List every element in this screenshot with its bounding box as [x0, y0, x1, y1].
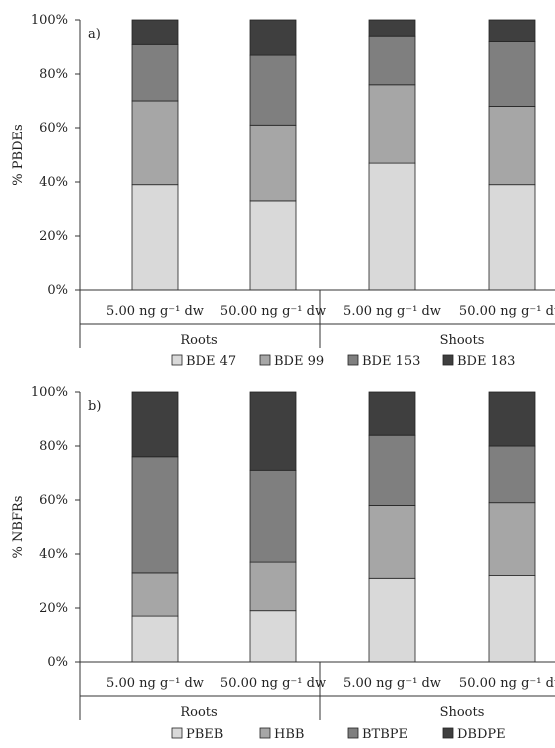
x-group-label: Roots	[180, 333, 217, 348]
bar-segment-bde-153-cat-1	[249, 54, 297, 126]
y-tick-label: 20%	[39, 229, 68, 244]
y-tick-label: 100%	[31, 385, 68, 400]
legend-swatch	[442, 727, 454, 739]
y-tick-label: 40%	[39, 175, 68, 190]
x-category-label: 5.00 ng g⁻¹ dw	[343, 304, 441, 319]
bar-segment-dbdpe-cat-3	[488, 391, 536, 447]
x-group-label: Shoots	[440, 333, 485, 348]
x-category-label: 50.00 ng g⁻¹ dw	[220, 304, 326, 319]
bar-segment-bde-99-cat-1	[249, 124, 297, 202]
bar-segment-pbeb-cat-2	[368, 577, 416, 663]
legend-swatch	[347, 727, 359, 739]
bar-segment-bde-183-cat-0	[131, 19, 179, 45]
legend-label: BDE 153	[362, 354, 420, 369]
x-category-label: 5.00 ng g⁻¹ dw	[343, 676, 441, 691]
legend-swatch	[259, 354, 271, 366]
y-tick-label: 0%	[47, 655, 68, 670]
legend-swatch	[259, 727, 271, 739]
bar-segment-dbdpe-cat-2	[368, 391, 416, 436]
bar-segment-bde-99-cat-3	[488, 106, 536, 186]
bar-segment-bde-99-cat-2	[368, 84, 416, 164]
legend-label: DBDPE	[457, 727, 506, 742]
bar-segment-btbpe-cat-2	[368, 434, 416, 506]
bar-segment-bde-47-cat-0	[131, 184, 179, 291]
y-tick-label: 20%	[39, 601, 68, 616]
y-axis-title: % PBDEs	[11, 124, 26, 185]
legend-label: PBEB	[186, 727, 223, 742]
y-tick-label: 0%	[47, 283, 68, 298]
y-tick-label: 60%	[39, 493, 68, 508]
y-tick-label: 40%	[39, 547, 68, 562]
x-category-label: 50.00 ng g⁻¹ dw	[459, 676, 555, 691]
legend-label: BDE 47	[186, 354, 236, 369]
x-category-label: 50.00 ng g⁻¹ dw	[459, 304, 555, 319]
x-group-label: Roots	[180, 705, 217, 720]
bar-segment-dbdpe-cat-1	[249, 391, 297, 471]
x-category-label: 5.00 ng g⁻¹ dw	[106, 676, 204, 691]
bar-segment-btbpe-cat-1	[249, 469, 297, 563]
bar-segment-pbeb-cat-3	[488, 575, 536, 663]
y-tick-label: 80%	[39, 67, 68, 82]
bar-segment-bde-47-cat-2	[368, 162, 416, 291]
bar-segment-bde-153-cat-0	[131, 43, 179, 102]
bar-segment-bde-183-cat-1	[249, 19, 297, 56]
panel-label: a)	[88, 27, 101, 42]
x-category-label: 50.00 ng g⁻¹ dw	[220, 676, 326, 691]
x-category-label: 5.00 ng g⁻¹ dw	[106, 304, 204, 319]
legend-swatch	[442, 354, 454, 366]
bar-segment-dbdpe-cat-0	[131, 391, 179, 458]
bar-segment-hbb-cat-2	[368, 504, 416, 579]
legend-label: HBB	[274, 727, 304, 742]
y-tick-label: 80%	[39, 439, 68, 454]
legend-label: BDE 183	[457, 354, 515, 369]
legend-swatch	[347, 354, 359, 366]
bar-segment-pbeb-cat-1	[249, 610, 297, 663]
bar-segment-bde-153-cat-3	[488, 41, 536, 107]
bar-segment-bde-47-cat-1	[249, 200, 297, 291]
legend-label: BTBPE	[362, 727, 408, 742]
y-axis-title: % NBFRs	[11, 496, 26, 559]
bar-segment-pbeb-cat-0	[131, 615, 179, 663]
y-tick-label: 60%	[39, 121, 68, 136]
bar-segment-bde-99-cat-0	[131, 100, 179, 186]
bar-segment-bde-183-cat-2	[368, 19, 416, 37]
bar-segment-hbb-cat-0	[131, 572, 179, 617]
x-group-label: Shoots	[440, 705, 485, 720]
legend-swatch	[171, 354, 183, 366]
bar-segment-bde-183-cat-3	[488, 19, 536, 43]
legend-swatch	[171, 727, 183, 739]
bar-segment-hbb-cat-1	[249, 561, 297, 612]
y-tick-label: 100%	[31, 13, 68, 28]
bar-segment-hbb-cat-3	[488, 502, 536, 577]
bar-segment-btbpe-cat-3	[488, 445, 536, 504]
legend-label: BDE 99	[274, 354, 324, 369]
bar-segment-bde-47-cat-3	[488, 184, 536, 291]
bar-segment-bde-153-cat-2	[368, 35, 416, 86]
bar-segment-btbpe-cat-0	[131, 456, 179, 574]
panel-label: b)	[88, 399, 101, 414]
